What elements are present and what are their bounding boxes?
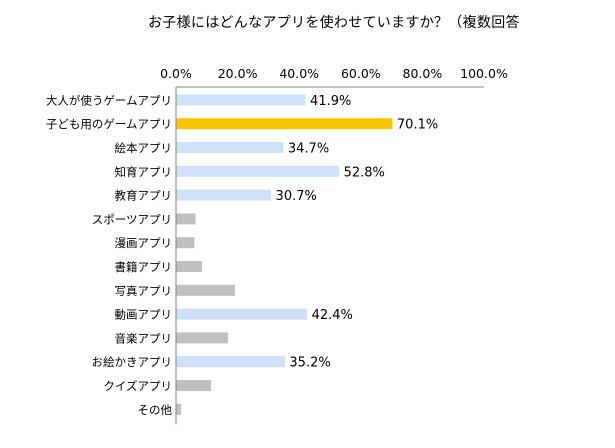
y-tick-label: 動画アプリ (115, 308, 173, 322)
y-tick-label: クイズアプリ (103, 379, 172, 393)
y-tick-label: 子ども用のゲームアプリ (46, 117, 172, 131)
y-tick-label: 漫画アプリ (115, 236, 173, 250)
bar (176, 189, 272, 201)
bar (176, 142, 284, 153)
y-tick-label: 大人が使うゲームアプリ (46, 93, 172, 107)
bar (176, 403, 182, 415)
bar (176, 380, 211, 391)
y-tick-label: お絵かきアプリ (92, 355, 173, 369)
x-tick-label: 20.0% (218, 66, 258, 81)
bar (176, 261, 203, 272)
data-label: 34.7% (288, 142, 329, 157)
y-tick-label: 知育アプリ (115, 165, 173, 179)
y-tick-label: 写真アプリ (115, 284, 173, 298)
data-label: 52.8% (344, 165, 385, 180)
data-label: 41.9% (310, 94, 351, 109)
bar (176, 213, 196, 225)
bar (176, 332, 228, 344)
x-tick-label: 0.0% (160, 66, 192, 81)
data-label: 30.7% (276, 189, 317, 204)
bar (176, 308, 308, 320)
y-tick-label: 書籍アプリ (115, 260, 173, 274)
x-tick-label: 80.0% (403, 66, 443, 81)
y-tick-label: 絵本アプリ (115, 141, 173, 155)
y-tick-label: スポーツアプリ (92, 212, 172, 226)
bar (176, 165, 340, 177)
bar (176, 94, 306, 106)
bar (176, 118, 393, 130)
data-label: 70.1% (397, 118, 438, 133)
bar (176, 284, 236, 296)
y-tick-label: 教育アプリ (115, 189, 173, 203)
chart-title: お子様にはどんなアプリを使わせていますか？（複数回答 (148, 15, 520, 31)
y-tick-label: その他 (138, 403, 173, 417)
bar (176, 356, 285, 368)
bar (176, 237, 195, 249)
x-tick-label: 100.0% (460, 66, 508, 81)
x-tick-label: 40.0% (279, 66, 319, 81)
x-tick-label: 60.0% (341, 66, 381, 81)
y-tick-label: 音楽アプリ (115, 331, 173, 345)
data-label: 42.4% (312, 308, 353, 323)
data-label: 35.2% (289, 356, 330, 371)
